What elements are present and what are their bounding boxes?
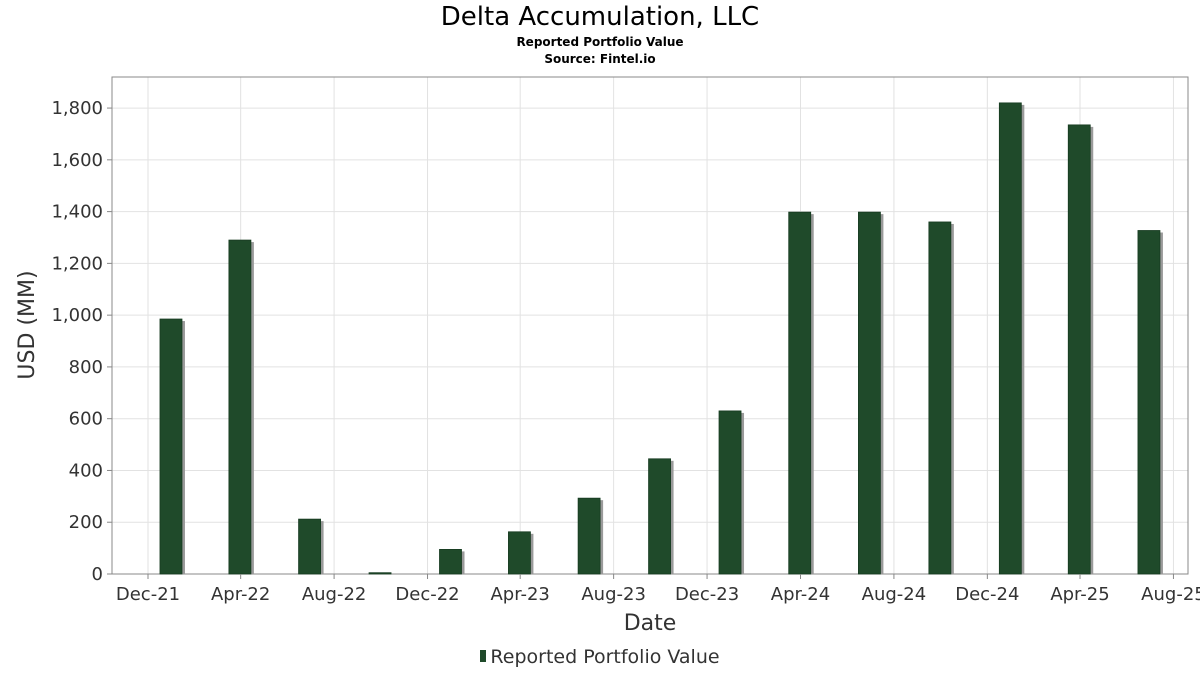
bar: [1067, 124, 1091, 575]
x-tick-label: Dec-21: [116, 584, 180, 605]
y-tick-label: 1,000: [51, 305, 103, 326]
x-tick-label: Dec-24: [955, 584, 1019, 605]
x-axis-label: Date: [624, 611, 677, 636]
x-tick-label: Dec-23: [675, 584, 739, 605]
x-tick-label: Dec-22: [395, 584, 459, 605]
chart-subtitle: Reported Portfolio Value: [516, 35, 684, 49]
bar: [228, 239, 252, 575]
bar: [858, 211, 881, 575]
y-tick-label: 200: [69, 512, 103, 533]
x-tick-label: Aug-23: [581, 584, 646, 605]
bar: [928, 221, 952, 575]
chart-source: Source: Fintel.io: [544, 52, 656, 66]
x-tick-label: Aug-24: [862, 584, 927, 605]
y-tick-label: 1,800: [51, 98, 103, 119]
y-tick-label: 1,200: [51, 253, 103, 274]
bar: [998, 102, 1022, 575]
bar: [1137, 230, 1161, 575]
y-tick-label: 400: [69, 460, 103, 481]
x-tick-label: Apr-25: [1050, 584, 1109, 605]
bar: [788, 211, 812, 575]
chart-title: Delta Accumulation, LLC: [440, 2, 760, 32]
bar: [508, 531, 531, 575]
bar: [648, 458, 671, 575]
x-axis-ticks: Dec-21 Apr-22 Aug-22 Dec-22 Apr-23 Aug-23 Dec-…: [116, 574, 1200, 605]
y-axis-ticks: 0 200 400 600 800 1,000 1,200 1,400 1,600 1,800: [51, 98, 112, 585]
bar-chart: 0 200 400 600 800 1,000 1,200 1,400 1,600 1,800 D…: [15, 76, 1200, 636]
bar: [577, 497, 601, 575]
y-tick-label: 0: [92, 564, 103, 585]
bar: [159, 318, 183, 575]
y-axis-label: USD (MM): [15, 270, 40, 379]
legend: Reported Portfolio Value: [0, 646, 1200, 668]
y-tick-label: 600: [69, 409, 103, 430]
bar: [718, 410, 742, 575]
bars: [159, 102, 1163, 575]
y-tick-label: 800: [69, 357, 103, 378]
y-tick-label: 1,400: [51, 202, 103, 223]
legend-swatch: [480, 650, 487, 662]
x-tick-label: Apr-24: [771, 584, 830, 605]
bar: [439, 549, 462, 575]
bar: [368, 572, 392, 575]
y-tick-label: 1,600: [51, 150, 103, 171]
x-tick-label: Aug-22: [302, 584, 367, 605]
x-tick-label: Apr-22: [211, 584, 270, 605]
bar: [298, 518, 321, 575]
x-tick-label: Aug-25: [1141, 584, 1200, 605]
legend-label: Reported Portfolio Value: [490, 646, 720, 668]
x-tick-label: Apr-23: [490, 584, 549, 605]
